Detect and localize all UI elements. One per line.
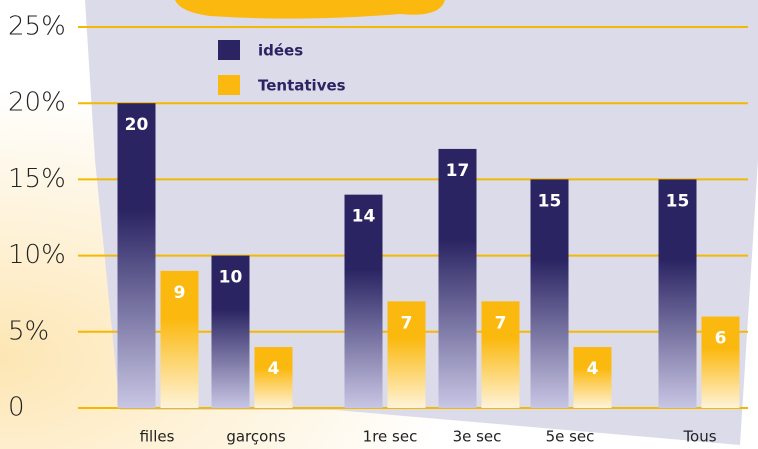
bar [211, 255, 250, 408]
value-label: 4 [268, 359, 280, 379]
x-tick-label: 1re sec [363, 428, 418, 446]
bar [387, 301, 426, 408]
bar [573, 347, 612, 408]
bar [658, 179, 697, 408]
y-tick-label: 15% [8, 164, 66, 194]
bar [701, 316, 740, 408]
value-label: 6 [715, 329, 727, 349]
banner-shape [175, 0, 445, 19]
bar [344, 194, 383, 408]
x-tick-label: filles [140, 428, 175, 446]
x-tick-label: garçons [226, 428, 285, 446]
legend-swatch [218, 40, 240, 60]
value-label: 17 [446, 161, 470, 181]
bar [117, 103, 156, 408]
y-tick-label: 20% [8, 88, 66, 118]
x-tick-label: 5e sec [546, 428, 595, 446]
value-label: 15 [666, 191, 690, 211]
bar [530, 179, 569, 408]
value-label: 14 [352, 207, 376, 227]
value-label: 7 [401, 313, 413, 333]
legend-label: Tentatives [258, 77, 346, 95]
y-tick-label: 0 [8, 393, 25, 423]
x-tick-label: 3e sec [453, 428, 502, 446]
value-label: 20 [125, 115, 149, 135]
value-label: 4 [587, 359, 599, 379]
value-label: 15 [538, 191, 562, 211]
backdrop [85, 0, 758, 445]
value-label: 10 [219, 268, 243, 288]
bar [438, 148, 477, 409]
bar [254, 347, 293, 408]
y-tick-label: 10% [8, 240, 66, 270]
legend-swatch [218, 75, 240, 95]
y-tick-label: 5% [8, 316, 49, 346]
bar [481, 301, 520, 408]
y-tick-label: 25% [8, 12, 66, 42]
x-tick-label: Tous [682, 428, 716, 446]
value-label: 9 [174, 283, 186, 303]
bar [160, 270, 199, 408]
value-label: 7 [495, 313, 507, 333]
legend-label: idées [258, 42, 303, 60]
